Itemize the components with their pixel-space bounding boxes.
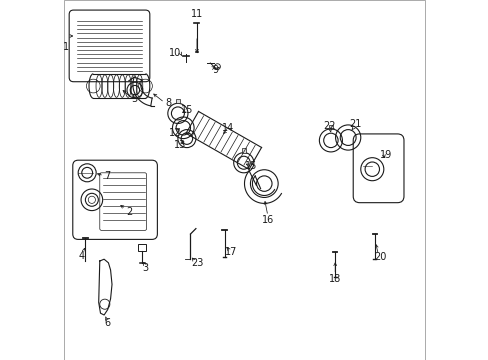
Text: 2: 2: [126, 207, 132, 217]
Text: 3: 3: [142, 263, 148, 273]
Text: 5: 5: [131, 94, 138, 104]
Text: 6: 6: [104, 318, 110, 328]
Bar: [242, 148, 245, 153]
Text: 9: 9: [212, 65, 218, 75]
Text: 19: 19: [379, 150, 391, 160]
Text: 12: 12: [169, 128, 181, 138]
Text: 16: 16: [261, 215, 273, 225]
Text: 10: 10: [168, 48, 181, 58]
Text: 15: 15: [244, 161, 257, 171]
Bar: [328, 125, 332, 129]
Text: 8: 8: [165, 98, 172, 108]
Bar: [176, 99, 179, 103]
Text: 11: 11: [190, 9, 203, 19]
Text: 13: 13: [174, 140, 186, 150]
Text: 21: 21: [348, 119, 361, 129]
Text: 20: 20: [374, 252, 386, 262]
Text: 18: 18: [328, 274, 341, 284]
Text: 14: 14: [222, 123, 234, 133]
Text: 23: 23: [190, 258, 203, 268]
Text: 17: 17: [224, 247, 237, 257]
Text: 1: 1: [63, 42, 69, 52]
Text: 15: 15: [181, 105, 193, 115]
Text: 4: 4: [79, 251, 85, 261]
Text: 7: 7: [104, 171, 111, 181]
Text: 22: 22: [322, 121, 335, 131]
Bar: [138, 244, 146, 251]
